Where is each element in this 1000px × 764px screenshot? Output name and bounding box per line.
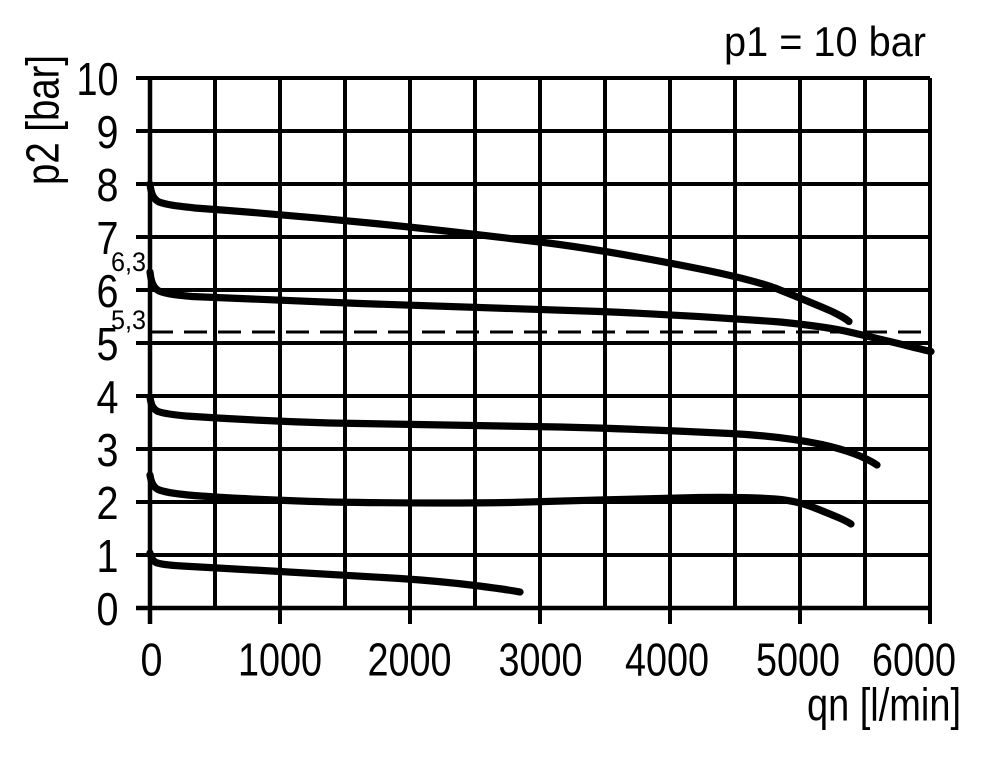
svg-text:6,3: 6,3 — [111, 247, 146, 277]
svg-text:9: 9 — [97, 106, 119, 158]
svg-text:3: 3 — [97, 424, 119, 476]
svg-text:5,3: 5,3 — [111, 305, 146, 335]
svg-text:6000: 6000 — [872, 634, 956, 686]
svg-text:1000: 1000 — [238, 634, 322, 686]
svg-text:2: 2 — [97, 477, 119, 529]
svg-text:2000: 2000 — [368, 634, 452, 686]
svg-text:4000: 4000 — [625, 634, 709, 686]
svg-text:1: 1 — [97, 530, 119, 582]
svg-text:qn [l/min]: qn [l/min] — [807, 679, 961, 731]
svg-text:p1 = 10 bar: p1 = 10 bar — [724, 18, 926, 65]
svg-text:0: 0 — [141, 634, 163, 686]
svg-text:5: 5 — [97, 318, 119, 370]
svg-text:8: 8 — [97, 159, 119, 211]
svg-text:5000: 5000 — [756, 634, 840, 686]
svg-text:3000: 3000 — [499, 634, 583, 686]
svg-text:4: 4 — [97, 371, 119, 423]
svg-text:10: 10 — [77, 53, 119, 105]
svg-text:p2 [bar]: p2 [bar] — [17, 55, 69, 185]
svg-text:0: 0 — [97, 583, 119, 635]
svg-text:6: 6 — [97, 265, 119, 317]
svg-text:7: 7 — [97, 212, 119, 264]
